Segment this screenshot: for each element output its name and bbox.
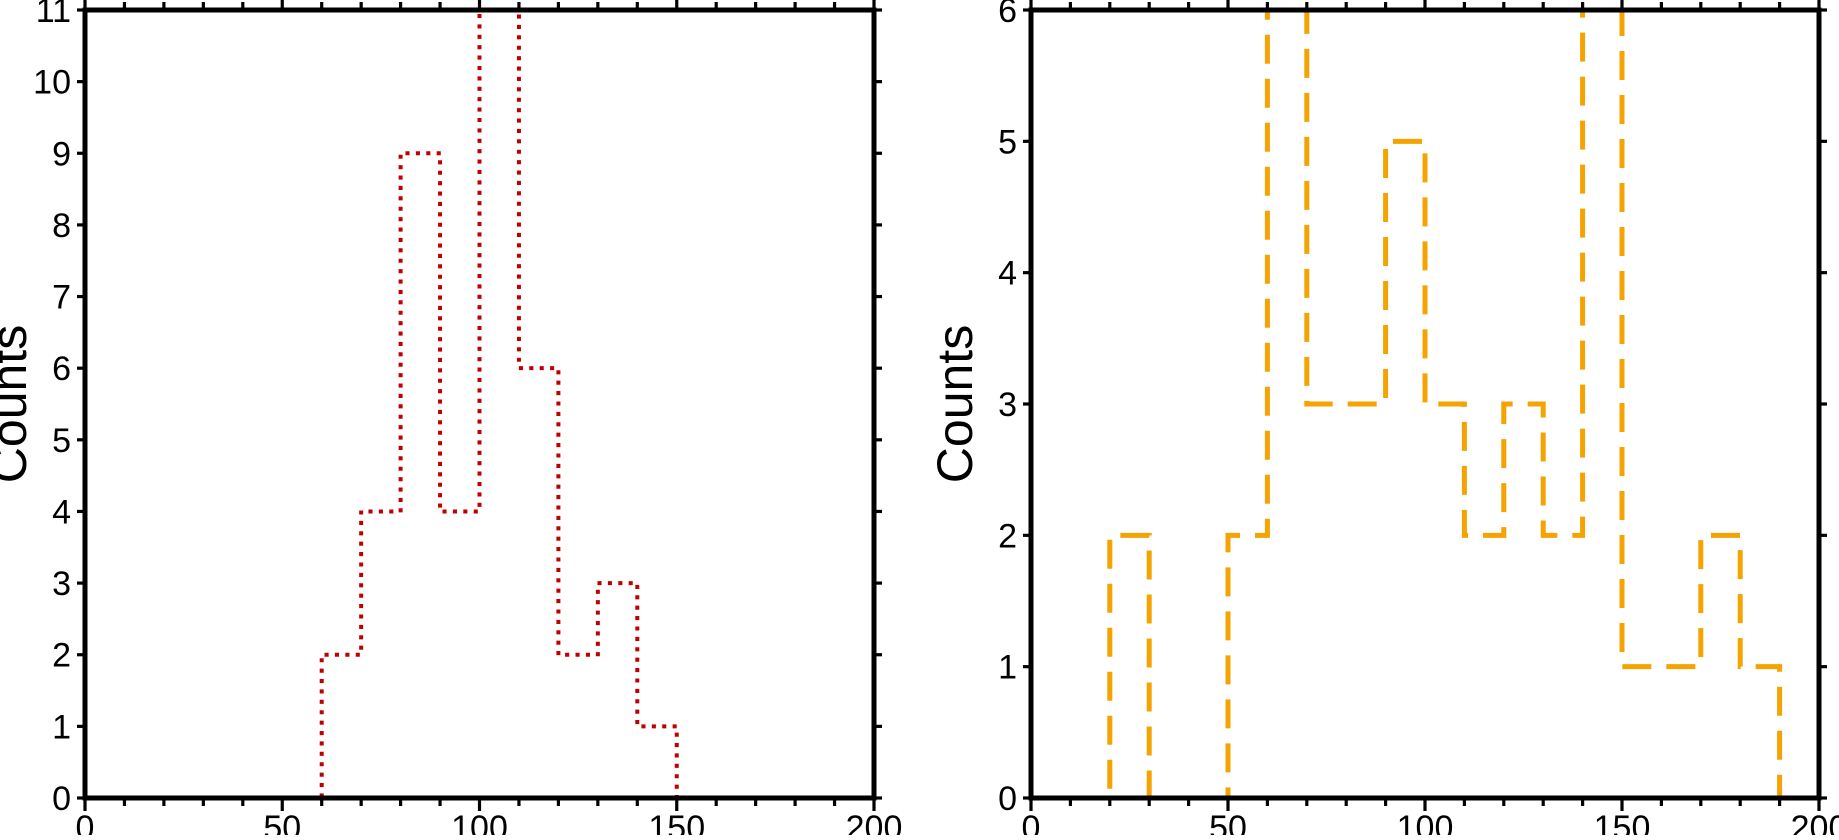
svg-text:5: 5 [52,422,71,460]
svg-text:6: 6 [998,0,1017,30]
svg-text:8: 8 [52,207,71,245]
svg-text:100: 100 [451,809,508,835]
svg-text:150: 150 [1594,809,1651,835]
svg-text:4: 4 [52,493,71,531]
svg-text:200: 200 [1791,809,1839,835]
svg-text:1: 1 [998,649,1017,687]
svg-text:150: 150 [648,809,705,835]
svg-text:0: 0 [76,809,95,835]
svg-text:9: 9 [52,135,71,173]
svg-text:3: 3 [52,565,71,603]
svg-text:5: 5 [998,123,1017,161]
svg-text:0: 0 [998,780,1017,818]
svg-text:50: 50 [1209,809,1247,835]
svg-text:6: 6 [52,350,71,388]
svg-text:2: 2 [52,637,71,675]
svg-text:0: 0 [52,780,71,818]
svg-text:50: 50 [263,809,301,835]
svg-text:2: 2 [998,517,1017,555]
svg-text:Counts: Counts [0,325,37,483]
svg-text:7: 7 [52,279,71,317]
svg-text:10: 10 [33,64,71,102]
svg-text:11: 11 [36,0,71,30]
svg-text:100: 100 [1397,809,1454,835]
svg-text:Counts: Counts [927,325,983,483]
svg-text:200: 200 [846,809,903,835]
svg-text:0: 0 [1022,809,1041,835]
svg-text:1: 1 [52,708,71,746]
svg-text:3: 3 [998,386,1017,424]
svg-text:4: 4 [998,255,1017,293]
